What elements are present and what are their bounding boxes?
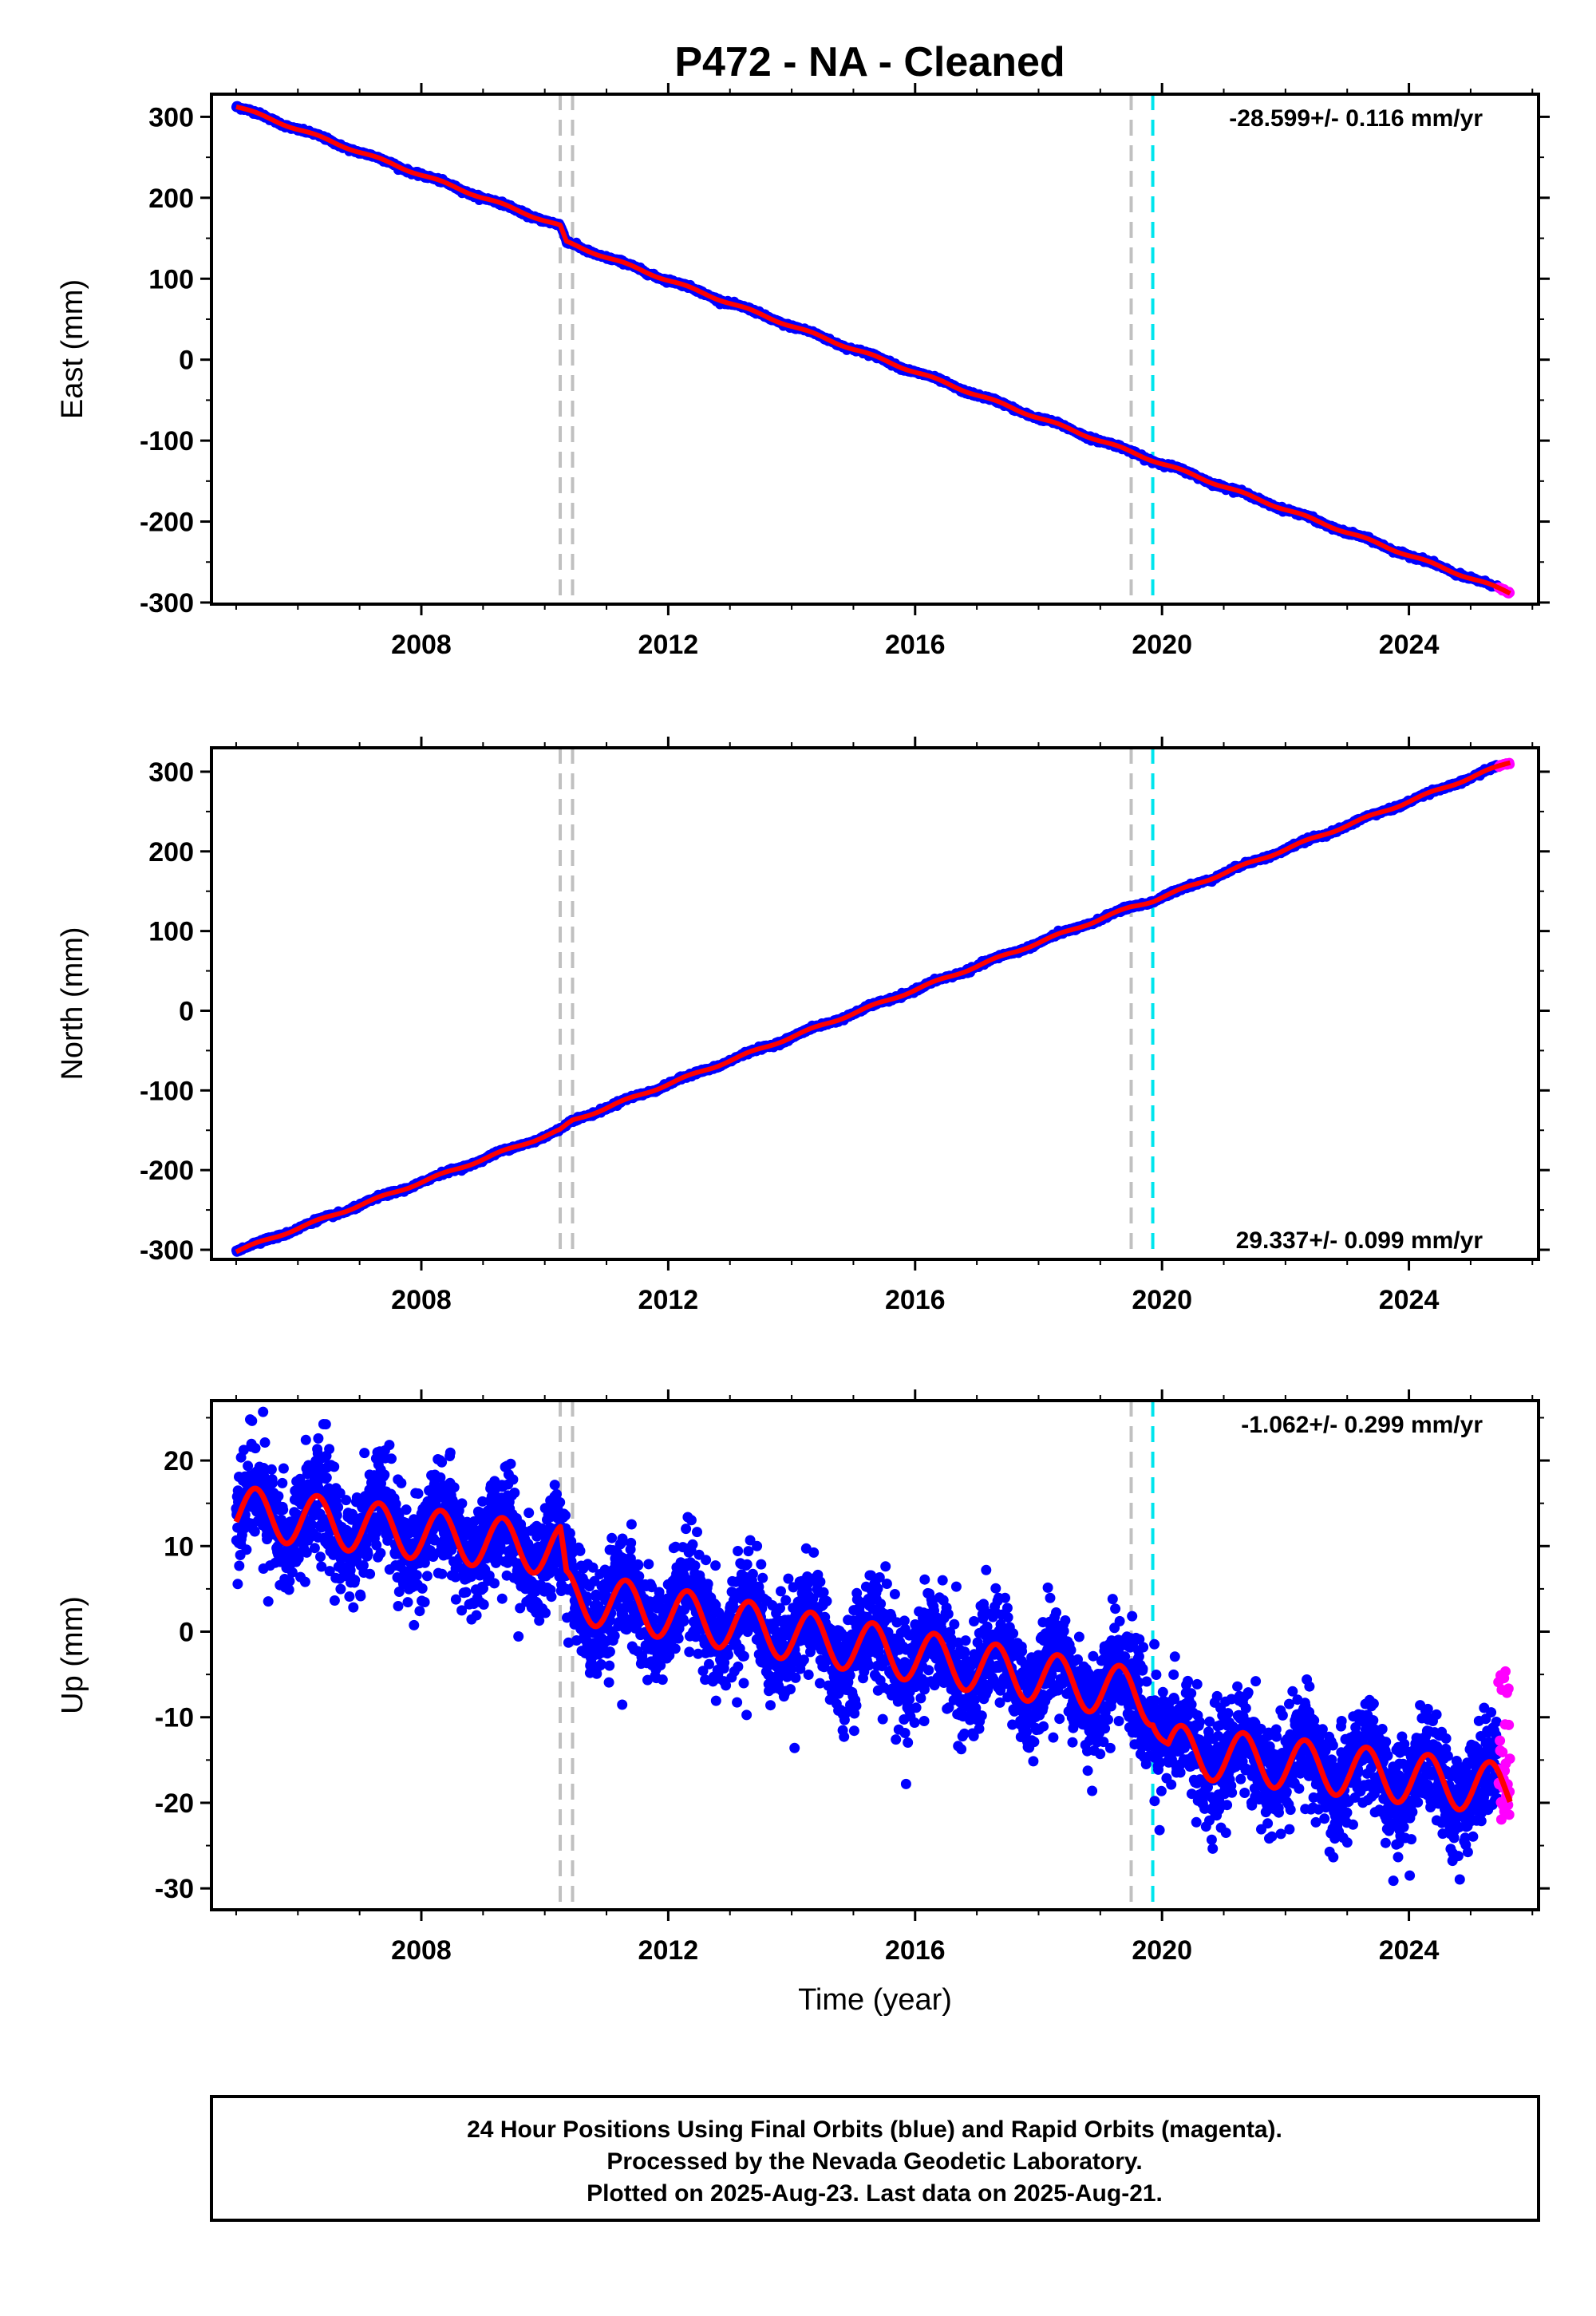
velocity-rate-label: -28.599+/- 0.116 mm/yr <box>1229 105 1483 132</box>
y-axis-label: East (mm) <box>56 279 89 419</box>
x-tick-label: 2016 <box>885 630 946 660</box>
x-tick-label: 2020 <box>1132 630 1192 660</box>
panels: -300 -200 -100 0 100 200 300 2008 2012 2016 2020 20… <box>56 83 1550 2017</box>
y-tick-label: 100 <box>148 264 194 294</box>
y-tick-label: -300 <box>140 588 194 619</box>
y-tick-label: 300 <box>148 102 194 132</box>
x-tick-label: 2008 <box>391 630 452 660</box>
y-tick-label: -200 <box>140 508 194 538</box>
x-tick-label: 2024 <box>1379 630 1440 660</box>
figure-title: P472 - NA - Cleaned <box>674 39 1065 85</box>
y-tick-label: -100 <box>140 426 194 456</box>
panel-1: -300 -200 -100 0 100 200 300 2008 2012 2016 2020 20… <box>56 83 1550 660</box>
y-tick-label: 0 <box>179 346 194 376</box>
x-tick-label: 2012 <box>638 630 699 660</box>
y-tick-label: 200 <box>148 184 194 214</box>
